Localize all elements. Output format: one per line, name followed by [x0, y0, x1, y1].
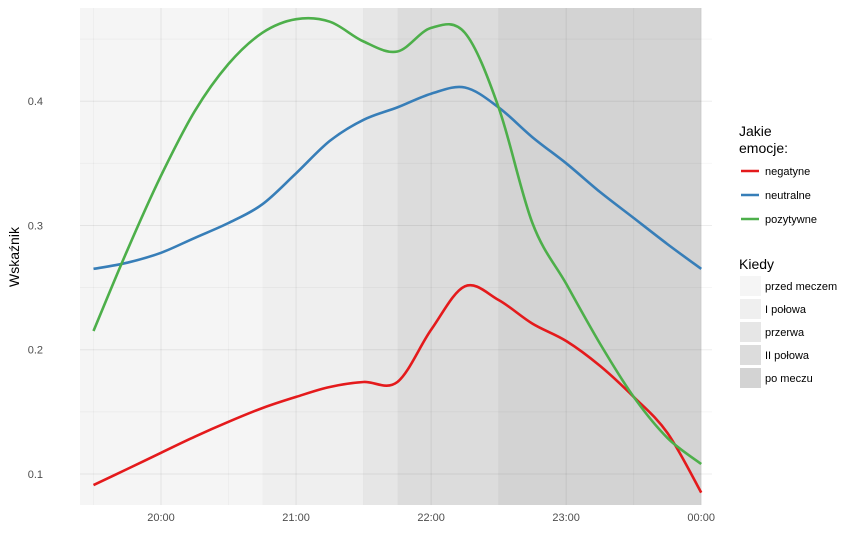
- series-line-pozytywne: [92, 16, 703, 466]
- series-line-negatyne: [92, 283, 703, 494]
- legend-label-period-4: po meczu: [765, 373, 813, 385]
- x-axis-ticks: 20:00 21:00 22:00 23:00 00:00: [147, 512, 715, 524]
- legend-swatch-period-4: [740, 368, 761, 388]
- legend-label-neutralne: neutralne: [765, 190, 811, 202]
- period-band-0: [80, 8, 263, 505]
- x-tick-label-3: 23:00: [552, 512, 580, 524]
- legend-label-period-0: przed meczem: [765, 281, 837, 293]
- x-tick-label-4: 00:00: [687, 512, 715, 524]
- legend-periods-title: Kiedy: [739, 256, 774, 272]
- legend-label-period-1: I połowa: [765, 304, 807, 316]
- period-band-1: [262, 8, 364, 505]
- legend-label-pozytywne: pozytywne: [765, 214, 817, 226]
- y-tick-label-3: 0.4: [28, 96, 43, 108]
- x-tick-label-2: 22:00: [417, 512, 445, 524]
- legend-swatch-period-2: [740, 322, 761, 342]
- legend-label-negatyne: negatyne: [765, 166, 810, 178]
- legend-emotions: Jakie emocje: negatyne neutralne pozytywne: [739, 123, 817, 226]
- period-band-4: [498, 8, 702, 505]
- period-bands: [80, 8, 702, 505]
- y-axis-ticks: 0.1 0.2 0.3 0.4: [28, 96, 43, 481]
- y-tick-label-2: 0.3: [28, 220, 43, 232]
- legend-swatch-period-1: [740, 299, 761, 319]
- period-band-2: [363, 8, 398, 505]
- legend-swatch-period-3: [740, 345, 761, 365]
- x-tick-label-0: 20:00: [147, 512, 175, 524]
- series-lines: [92, 16, 703, 494]
- legend-emotions-title-line1: Jakie: [739, 123, 772, 139]
- legend-periods: Kiedy przed meczem I połowa przerwa II poło…: [739, 256, 837, 388]
- series-line-neutralne: [93, 85, 702, 271]
- y-tick-label-1: 0.2: [28, 345, 43, 357]
- grid-lines: [80, 8, 712, 505]
- legend-label-period-3: II połowa: [765, 350, 810, 362]
- legend-label-period-2: przerwa: [765, 327, 805, 339]
- y-tick-label-0: 0.1: [28, 469, 43, 481]
- y-axis-title: Wskaźnik: [6, 226, 22, 287]
- x-tick-label-1: 21:00: [282, 512, 310, 524]
- legend-swatch-period-0: [740, 276, 761, 296]
- period-band-3: [397, 8, 499, 505]
- legend-emotions-title-line2: emocje:: [739, 140, 788, 156]
